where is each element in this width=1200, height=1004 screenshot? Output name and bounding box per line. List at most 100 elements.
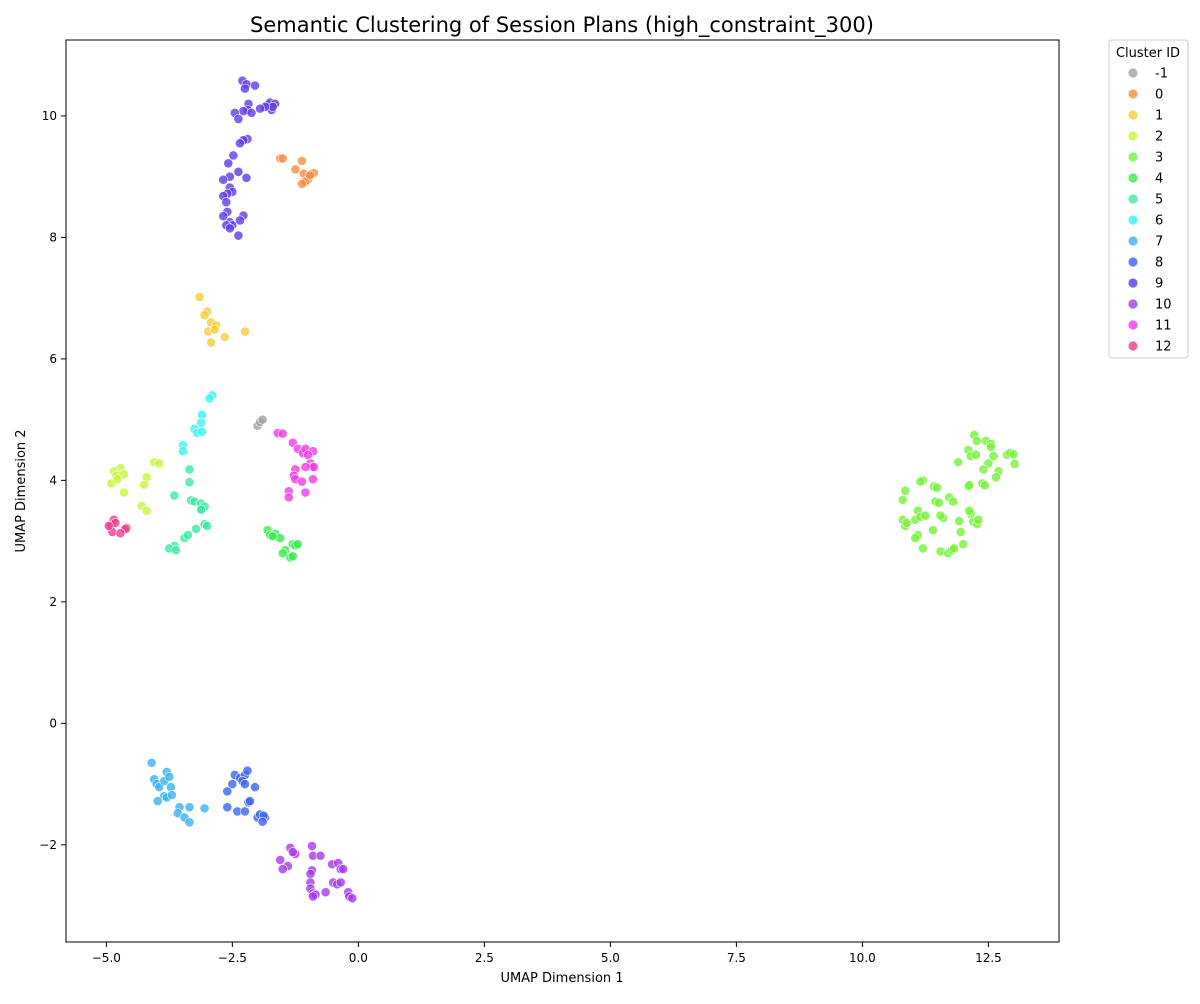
data-point-cluster-12 xyxy=(103,521,114,531)
data-point-cluster-5 xyxy=(184,464,195,475)
data-point-cluster-0 xyxy=(290,164,301,175)
data-point-cluster-5 xyxy=(196,504,206,515)
data-point-cluster-5 xyxy=(202,521,213,531)
data-point-cluster-3 xyxy=(991,472,1001,483)
data-point-cluster-10 xyxy=(308,891,318,902)
legend-label: 0 xyxy=(1155,88,1163,103)
data-point-cluster-0 xyxy=(297,179,307,189)
data-point-cluster-5 xyxy=(183,530,193,540)
x-axis-label: UMAP Dimension 1 xyxy=(500,971,623,986)
data-point-cluster-9 xyxy=(221,197,232,208)
data-point-cluster-3 xyxy=(964,505,975,516)
data-point-cluster-3 xyxy=(1009,459,1020,469)
x-tick-label: 7.5 xyxy=(727,951,746,965)
data-point-cluster-10 xyxy=(320,887,331,898)
legend-label: 8 xyxy=(1155,256,1163,271)
data-point-cluster-8 xyxy=(250,782,260,793)
data-point-cluster-4 xyxy=(277,548,288,559)
x-tick-label: 12.5 xyxy=(975,951,1002,965)
data-point-cluster-6 xyxy=(197,426,207,437)
data-point-cluster-3 xyxy=(958,539,969,550)
data-point-cluster-10 xyxy=(307,841,317,851)
data-point-cluster-9 xyxy=(233,166,244,177)
legend-label: 12 xyxy=(1155,340,1172,355)
data-point-cluster-3 xyxy=(897,494,908,505)
data-point-cluster-11 xyxy=(300,487,311,498)
data-point-cluster-3 xyxy=(928,525,938,536)
data-point-cluster-9 xyxy=(233,114,244,124)
y-tick-label: 0 xyxy=(49,716,57,730)
legend-marker xyxy=(1128,278,1138,288)
data-point-cluster-6 xyxy=(204,393,215,404)
data-point-cluster-10 xyxy=(305,869,316,879)
y-tick-label: −2 xyxy=(39,838,57,852)
scatter-points xyxy=(103,75,1020,904)
data-point-cluster-9 xyxy=(224,223,235,234)
data-point-cluster-10 xyxy=(287,847,298,858)
data-point-cluster-3 xyxy=(954,516,965,526)
data-point-cluster-8 xyxy=(222,786,233,797)
y-tick-label: 4 xyxy=(49,473,57,487)
legend-marker xyxy=(1128,320,1138,330)
x-axis-ticks: −5.0 −2.5 0.0 2.5 5.0 7.5 10.0 12.5 xyxy=(92,942,1002,965)
data-point-cluster-3 xyxy=(900,485,911,496)
data-point-cluster-7 xyxy=(184,817,195,828)
data-point-cluster-5 xyxy=(191,524,201,534)
data-point-cluster-9 xyxy=(241,172,252,183)
data-point-cluster-9 xyxy=(233,230,244,241)
data-point-cluster-10 xyxy=(277,864,288,875)
data-point-cluster-7 xyxy=(164,771,175,782)
y-tick-label: 8 xyxy=(49,230,57,244)
data-point-cluster-3 xyxy=(935,510,946,521)
x-tick-label: −2.5 xyxy=(218,951,247,965)
x-tick-label: 10.0 xyxy=(849,951,876,965)
data-point-cluster-4 xyxy=(292,539,303,550)
legend-marker xyxy=(1128,257,1138,267)
legend-label: 4 xyxy=(1155,172,1163,187)
data-point-cluster-3 xyxy=(1008,449,1019,460)
data-point-cluster-2 xyxy=(139,479,150,490)
legend-label: 9 xyxy=(1155,277,1163,292)
legend-marker xyxy=(1128,152,1138,162)
data-point-cluster-9 xyxy=(238,106,249,116)
data-point-cluster-10 xyxy=(338,864,349,875)
legend-marker xyxy=(1128,173,1138,183)
data-point-cluster-2 xyxy=(154,458,165,469)
data-point-cluster-8 xyxy=(242,765,253,776)
data-point-cluster-7 xyxy=(146,757,157,768)
data-point-cluster-8 xyxy=(227,779,238,789)
data-point-cluster-11 xyxy=(308,474,318,485)
data-point-cluster-3 xyxy=(910,533,921,543)
data-point-cluster-3 xyxy=(988,451,999,461)
data-point-cluster-3 xyxy=(980,480,990,491)
data-point-cluster-8 xyxy=(222,802,233,813)
data-point-cluster-10 xyxy=(275,855,286,865)
legend-marker xyxy=(1128,68,1138,78)
data-point-cluster-3 xyxy=(955,527,966,537)
data-point-cluster-11 xyxy=(303,449,313,460)
legend-marker xyxy=(1128,110,1138,120)
x-tick-label: −5.0 xyxy=(92,951,121,965)
legend-marker xyxy=(1128,131,1138,141)
data-point-cluster-1 xyxy=(199,310,210,321)
data-point-cluster-7 xyxy=(152,796,163,806)
data-point-cluster-5 xyxy=(170,545,181,556)
data-point-cluster-8 xyxy=(245,796,255,806)
data-point-cluster-11 xyxy=(283,492,294,503)
legend-label: 2 xyxy=(1155,130,1163,145)
data-point-cluster-2 xyxy=(141,505,152,516)
legend-marker xyxy=(1128,215,1138,225)
data-point-cluster-1 xyxy=(194,292,205,302)
legend-label: 3 xyxy=(1155,151,1163,166)
legend-label: 7 xyxy=(1155,235,1163,250)
data-point-cluster-9 xyxy=(240,83,250,94)
data-point-cluster-9 xyxy=(250,80,260,91)
data-point-cluster-1 xyxy=(206,337,217,348)
x-tick-label: 2.5 xyxy=(475,951,494,965)
data-point-cluster-3 xyxy=(949,543,960,554)
chart-title: Semantic Clustering of Session Plans (hi… xyxy=(250,13,874,38)
